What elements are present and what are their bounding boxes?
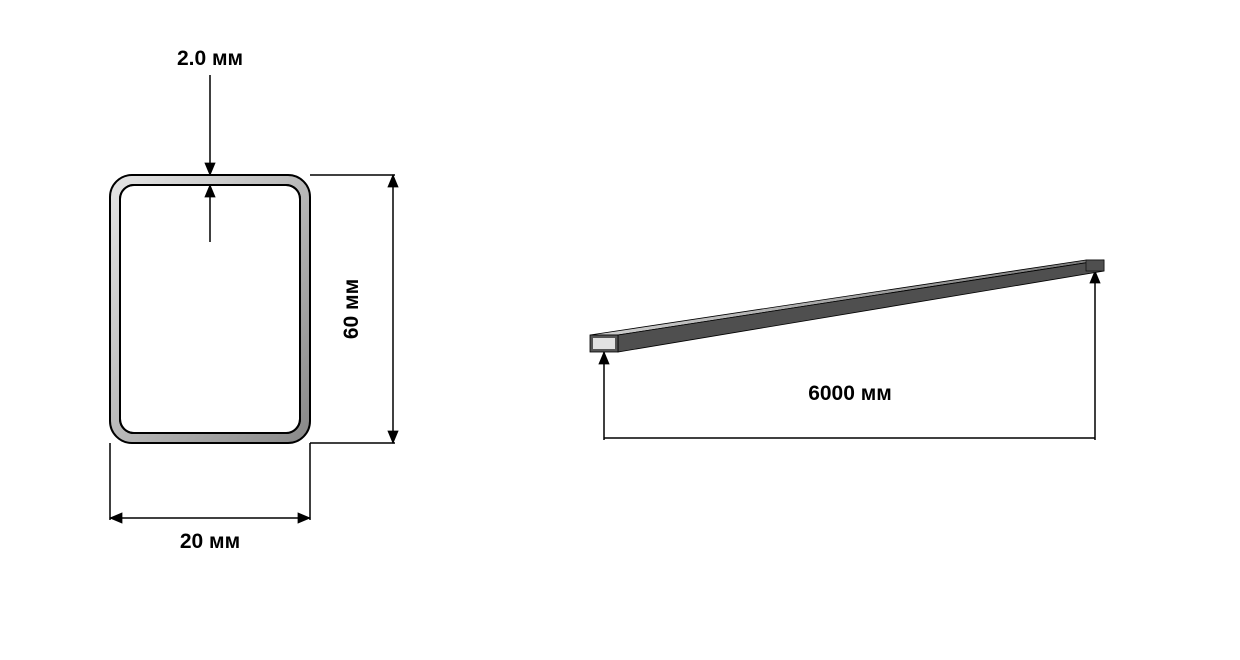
pipe-3d-view <box>590 260 1104 352</box>
width-label: 20 мм <box>180 530 240 553</box>
length-label: 6000 мм <box>808 382 892 405</box>
thickness-label: 2.0 мм <box>177 47 243 70</box>
technical-drawing: 2.0 мм 20 мм 60 мм 6000 мм <box>0 0 1240 660</box>
height-label: 60 мм <box>340 279 363 339</box>
